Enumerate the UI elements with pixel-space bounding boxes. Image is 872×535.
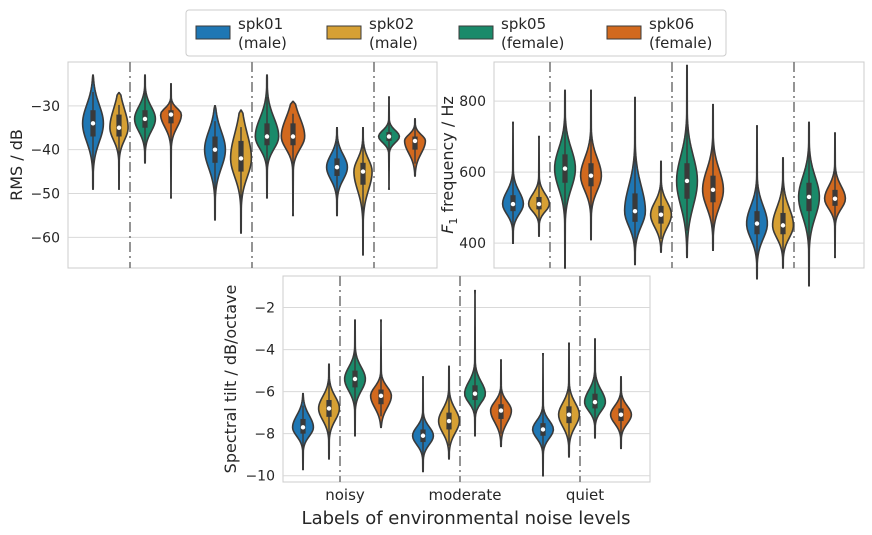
violin-median-dot xyxy=(352,376,358,382)
y-label-sub: 1 xyxy=(447,218,460,225)
y-tick-label: −50 xyxy=(30,186,60,202)
violin-median-dot xyxy=(142,116,148,122)
violin-median-dot xyxy=(658,212,664,217)
violin-median-dot xyxy=(510,201,516,207)
x-tick-label: moderate xyxy=(428,486,501,504)
y-tick-labels: −2 −4 −6 −8 −10 xyxy=(245,301,275,485)
legend-label: spk05 xyxy=(501,15,546,33)
legend-entry-spk01: spk01 (male) xyxy=(195,15,287,52)
violin-median-dot xyxy=(378,393,384,399)
violin-median-dot xyxy=(832,196,838,201)
violin-median-dot xyxy=(212,147,218,152)
y-label-main: F xyxy=(438,224,457,234)
y-tick-label: −8 xyxy=(254,427,275,443)
y-tick-label: 600 xyxy=(459,165,486,181)
legend-patch xyxy=(326,25,362,40)
y-tick-labels: −30 −40 −50 −60 xyxy=(30,99,60,246)
y-tick-label: −2 xyxy=(254,301,275,317)
violin-median-dot xyxy=(472,391,478,396)
violin-median-dot xyxy=(566,412,572,417)
violin-median-dot xyxy=(632,208,638,214)
y-tick-label: −6 xyxy=(254,385,275,401)
violin-median-dot xyxy=(412,138,418,144)
panel-rms: −30 −40 −50 −60 RMS / dB xyxy=(7,61,438,269)
violin-median-dot xyxy=(420,433,426,438)
violin-median-dot xyxy=(592,399,598,405)
y-axis-label: Spectral tilt / dB/octave xyxy=(221,285,240,474)
violin-iqr-box xyxy=(632,193,638,222)
violins xyxy=(501,64,847,287)
violin-median-dot xyxy=(238,156,244,161)
legend-sublabel: (male) xyxy=(369,34,418,52)
y-axis-label: F1 frequency / Hz xyxy=(438,96,460,234)
violin-median-dot xyxy=(806,194,812,200)
violin-median-dot xyxy=(536,201,542,207)
legend-sublabel: (male) xyxy=(238,34,287,52)
violin-median-dot xyxy=(780,223,786,228)
panel-f1: 400 600 800 F1 frequency / Hz xyxy=(438,61,865,287)
legend-entry-spk06: spk06 (female) xyxy=(606,15,712,52)
violin-median-dot xyxy=(300,425,306,430)
separator-lines xyxy=(549,62,795,268)
legend-patch xyxy=(458,25,494,40)
legend-sublabel: (female) xyxy=(501,34,564,52)
x-tick-label: quiet xyxy=(566,486,604,504)
panel-spectral-tilt: −2 −4 −6 −8 −10 Spectral tilt / dB/octave no… xyxy=(221,275,651,529)
violin-median-dot xyxy=(290,134,296,139)
legend-patch xyxy=(195,25,231,40)
legend-frame xyxy=(185,9,727,57)
y-tick-labels: 400 600 800 xyxy=(459,94,486,252)
violins xyxy=(291,289,633,477)
legend-entry-spk02: spk02 (male) xyxy=(326,15,418,52)
violin-median-dot xyxy=(90,121,96,126)
y-tick-label: 400 xyxy=(459,236,486,252)
violin-median-dot xyxy=(446,418,452,424)
y-tick-label: −4 xyxy=(254,343,275,359)
violin-median-dot xyxy=(618,412,624,417)
y-tick-label: 800 xyxy=(459,94,486,110)
legend-label: spk01 xyxy=(238,15,283,33)
y-tick-label: −30 xyxy=(30,99,60,115)
legend-sublabel: (female) xyxy=(649,34,712,52)
x-axis-label: Labels of environmental noise levels xyxy=(302,508,631,529)
separator-lines xyxy=(129,62,375,268)
violin-median-dot xyxy=(498,408,504,413)
y-tick-label: −40 xyxy=(30,143,60,159)
y-label-rest: frequency / Hz xyxy=(438,96,457,217)
violin-median-dot xyxy=(562,166,568,171)
separator-lines xyxy=(339,276,581,482)
violin-median-dot xyxy=(360,169,366,174)
violin-median-dot xyxy=(386,134,392,139)
x-tick-label: noisy xyxy=(325,486,365,504)
violin-median-dot xyxy=(710,187,716,193)
y-axis-label: RMS / dB xyxy=(7,129,26,201)
legend: spk01 (male) spk02 (male) spk05 (female)… xyxy=(185,9,727,57)
legend-entry-spk05: spk05 (female) xyxy=(458,15,564,52)
legend-label: spk02 xyxy=(369,15,414,33)
y-tick-label: −10 xyxy=(245,469,275,485)
y-tick-label: −60 xyxy=(30,230,60,246)
violin-median-dot xyxy=(334,164,340,170)
violin-median-dot xyxy=(754,221,760,226)
violin-median-dot xyxy=(264,134,270,139)
legend-patch xyxy=(606,25,642,40)
violins xyxy=(81,74,427,256)
violin-median-dot xyxy=(326,406,332,411)
violin-median-dot xyxy=(684,178,690,184)
violin-median-dot xyxy=(116,125,122,130)
violin-median-dot xyxy=(588,173,594,178)
legend-label: spk06 xyxy=(649,15,694,33)
violin-median-dot xyxy=(168,112,174,117)
violin-median-dot xyxy=(540,427,546,432)
